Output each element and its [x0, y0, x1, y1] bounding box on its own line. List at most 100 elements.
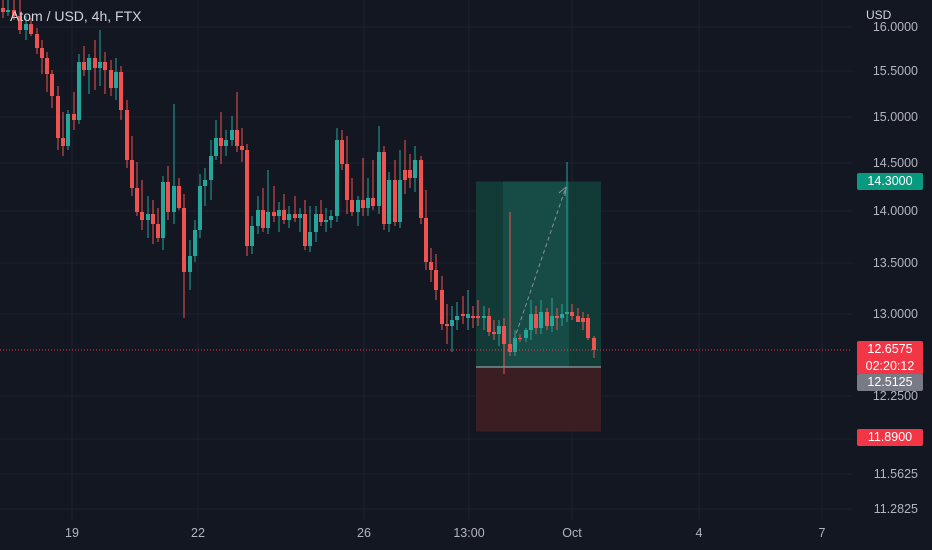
stop-loss-zone[interactable] [476, 367, 601, 432]
candle-bearish [319, 200, 323, 226]
candle-bearish [382, 146, 386, 230]
candle-bearish [245, 144, 249, 256]
currency-label: USD [866, 8, 892, 22]
price-tick: 14.5000 [872, 156, 918, 170]
candle-bearish [393, 160, 397, 226]
candle-bearish [61, 112, 65, 156]
stop-loss-badge[interactable]: 11.8900 [857, 429, 923, 446]
price-tick: 13.0000 [872, 307, 918, 321]
candle-bearish [45, 52, 49, 92]
candle-bearish [371, 160, 375, 210]
candle-bullish [298, 208, 302, 232]
time-label: 7 [818, 526, 826, 540]
candle-bearish [576, 308, 580, 322]
candle-bearish [408, 154, 412, 188]
candle-bearish [434, 254, 438, 300]
candle-bullish [482, 306, 486, 330]
candle-bullish [277, 202, 281, 232]
candle-bullish [230, 116, 234, 146]
candle-bearish [350, 178, 354, 216]
candle-bullish [256, 196, 260, 234]
candle-bearish [445, 304, 449, 344]
candle-bearish [72, 92, 76, 130]
time-label: 22 [191, 526, 205, 540]
candle-bearish [424, 190, 428, 270]
bar-countdown: 02:20:12 [865, 359, 915, 373]
candle-bearish [419, 156, 423, 224]
candle-bearish [534, 306, 538, 334]
candle-bullish [329, 210, 333, 228]
candle-bearish [135, 162, 139, 216]
last-price-badge: 12.6575 02:20:12 [857, 341, 923, 375]
candle-bearish [570, 304, 574, 320]
take-profit-badge[interactable]: 14.3000 [857, 173, 923, 190]
candle-bearish [103, 52, 107, 94]
candle-bearish [487, 308, 491, 336]
candle-bearish [12, 0, 16, 20]
candle-bullish [550, 298, 554, 332]
price-tick: 11.2825 [873, 502, 918, 516]
candle-bearish [1, 0, 5, 18]
candle-bullish [356, 196, 360, 226]
projection-arrow [513, 186, 567, 341]
price-tick: 15.0000 [872, 110, 918, 124]
candle-bearish [109, 60, 113, 96]
last-price-value: 12.6575 [867, 342, 913, 356]
candle-bullish [529, 300, 533, 340]
candle-bullish [224, 130, 228, 156]
candle-bullish [308, 206, 312, 252]
candlestick-series[interactable] [1, 0, 596, 374]
candle-bearish [182, 194, 186, 318]
candle-bearish [119, 66, 123, 120]
candle-bullish [524, 328, 528, 342]
candle-bullish [497, 320, 501, 346]
candle-bearish [581, 312, 585, 330]
candle-bearish [151, 200, 155, 244]
price-tick: 13.5000 [872, 256, 918, 270]
candle-bearish [340, 130, 344, 170]
candle-bearish [471, 306, 475, 328]
candle-bearish [282, 194, 286, 224]
entry-price-badge[interactable]: 12.5125 [857, 374, 923, 391]
candle-bullish [366, 178, 370, 216]
candle-bearish [130, 136, 134, 196]
candle-bullish [198, 174, 202, 238]
candle-bullish [335, 128, 339, 222]
candle-bullish [214, 120, 218, 160]
symbol-title[interactable]: Atom / USD, 4h, FTX [10, 8, 142, 24]
candle-bullish [87, 54, 91, 94]
candle-bullish [539, 300, 543, 334]
candle-bullish [98, 30, 102, 86]
candle-bullish [24, 16, 28, 40]
candle-bearish [166, 166, 170, 220]
candle-bearish [50, 70, 54, 108]
candle-bullish [161, 176, 165, 250]
candle-bearish [586, 314, 590, 340]
candle-bullish [324, 208, 328, 232]
candle-bullish [560, 304, 564, 326]
candle-bearish [219, 112, 223, 164]
projection-arrow-head [558, 186, 567, 197]
candle-bearish [40, 40, 44, 74]
candle-bearish [429, 248, 433, 282]
candle-bullish [77, 54, 81, 124]
candle-bullish [466, 290, 470, 330]
candle-bearish [240, 128, 244, 162]
candle-bearish [345, 136, 349, 214]
candle-bullish [6, 0, 10, 16]
candle-bearish [261, 188, 265, 232]
candle-bullish [287, 206, 291, 228]
candle-bearish [35, 28, 39, 54]
candle-bullish [114, 58, 118, 100]
candle-bearish [518, 334, 522, 342]
candle-bullish [209, 140, 213, 200]
candle-bullish [203, 168, 207, 206]
candle-bearish [18, 0, 22, 34]
candle-bearish [545, 308, 549, 330]
candle-bullish [146, 196, 150, 238]
candle-bearish [56, 86, 60, 150]
candle-bullish [455, 302, 459, 330]
candle-bullish [450, 306, 454, 352]
